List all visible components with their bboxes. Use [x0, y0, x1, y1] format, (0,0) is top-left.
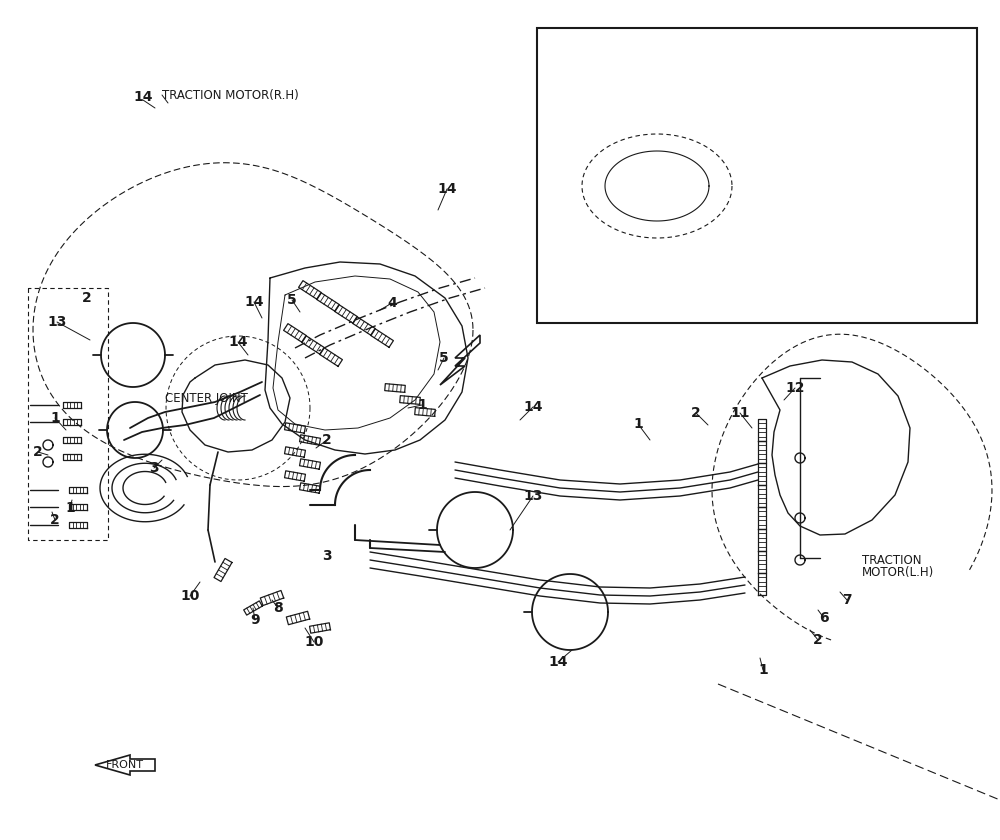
Text: 5: 5: [287, 293, 297, 307]
Text: MOTOR(L.H): MOTOR(L.H): [862, 565, 934, 579]
Text: 4: 4: [724, 71, 734, 86]
Text: 4: 4: [733, 197, 743, 213]
Text: 14: 14: [437, 182, 457, 196]
Text: 12: 12: [785, 381, 805, 395]
Text: 4: 4: [387, 296, 397, 310]
Text: 5: 5: [439, 351, 449, 365]
Text: TRACTION MOTOR(R.H): TRACTION MOTOR(R.H): [162, 88, 299, 102]
Text: 1: 1: [50, 411, 60, 425]
Text: 1: 1: [417, 398, 427, 412]
Text: 3: 3: [322, 549, 332, 563]
Text: 14: 14: [228, 335, 248, 349]
Polygon shape: [440, 335, 480, 385]
Text: 2: 2: [322, 433, 332, 447]
Text: 6: 6: [819, 611, 829, 625]
Text: 2: 2: [691, 406, 701, 420]
Bar: [537, 28, 977, 323]
Text: 4A: 4A: [789, 96, 811, 111]
Text: 10: 10: [304, 635, 324, 649]
Text: 14: 14: [523, 400, 543, 414]
Text: 2: 2: [33, 445, 43, 459]
Text: 1: 1: [758, 663, 768, 677]
Text: 1: 1: [65, 501, 75, 515]
Text: 9: 9: [250, 613, 260, 627]
Text: 3: 3: [149, 461, 159, 475]
Text: 14: 14: [548, 655, 568, 669]
Text: 2: 2: [813, 633, 823, 647]
Text: 10: 10: [180, 589, 200, 603]
Text: 13: 13: [47, 315, 67, 329]
Text: 11: 11: [730, 406, 750, 420]
Text: 7: 7: [842, 593, 852, 607]
Text: 2: 2: [82, 291, 92, 305]
Text: 14: 14: [133, 90, 153, 104]
Text: 2: 2: [50, 513, 60, 527]
Text: 1: 1: [633, 417, 643, 431]
Text: CENTER JOINT: CENTER JOINT: [165, 391, 248, 405]
Polygon shape: [95, 755, 155, 775]
Text: TRACTION: TRACTION: [862, 554, 922, 566]
Text: 13: 13: [523, 489, 543, 503]
Text: 8: 8: [273, 601, 283, 615]
Text: 14: 14: [244, 295, 264, 309]
Text: FRONT: FRONT: [106, 760, 144, 770]
